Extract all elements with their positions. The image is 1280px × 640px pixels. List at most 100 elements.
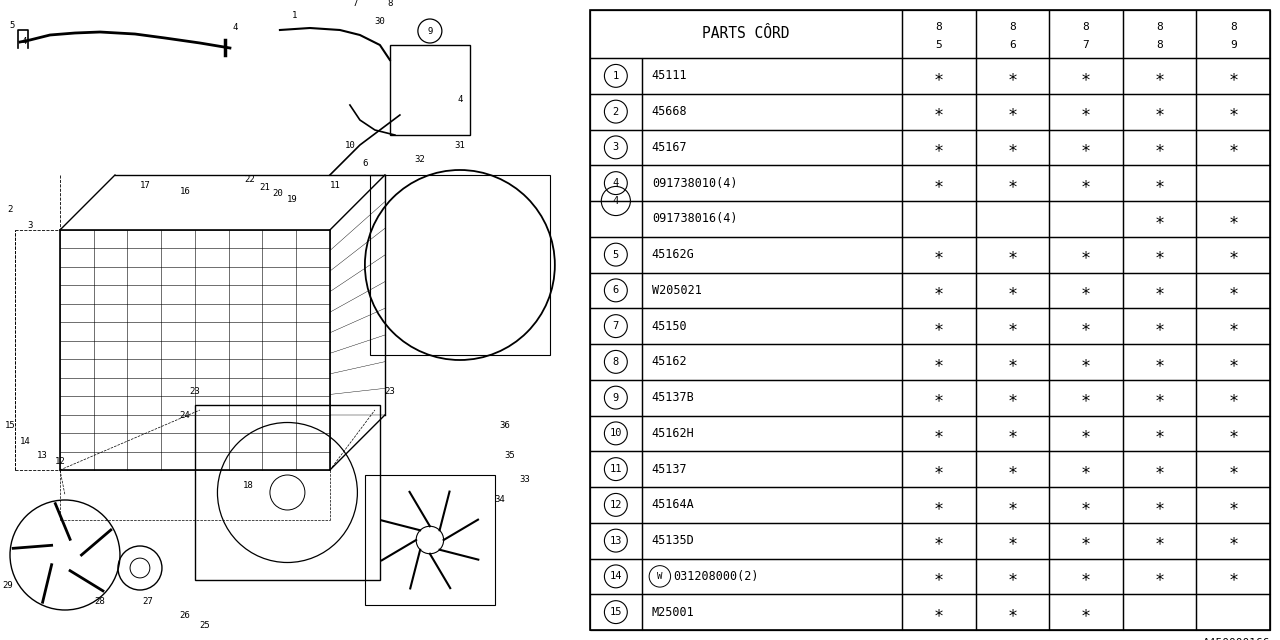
Bar — [1123, 523, 1197, 559]
Text: ∗: ∗ — [1155, 174, 1165, 192]
Text: W205021: W205021 — [652, 284, 701, 297]
Bar — [1123, 93, 1197, 129]
Text: ∗: ∗ — [1229, 460, 1238, 478]
Bar — [1050, 451, 1123, 487]
Text: 27: 27 — [142, 598, 154, 607]
Text: 5: 5 — [613, 250, 620, 260]
Bar — [1197, 487, 1270, 523]
Bar — [590, 380, 641, 415]
Text: ∗: ∗ — [1007, 388, 1018, 406]
Bar — [975, 10, 1050, 58]
Text: W: W — [657, 572, 663, 581]
Bar — [902, 451, 975, 487]
Bar — [1050, 237, 1123, 273]
Bar — [1123, 201, 1197, 237]
Text: 31: 31 — [454, 141, 465, 150]
Text: 8: 8 — [1083, 22, 1089, 32]
Text: ∗: ∗ — [1007, 246, 1018, 264]
Text: 34: 34 — [494, 495, 506, 504]
Bar — [975, 380, 1050, 415]
Bar — [1123, 344, 1197, 380]
Text: 45135D: 45135D — [652, 534, 695, 547]
Bar — [1197, 237, 1270, 273]
Text: 45150: 45150 — [652, 319, 687, 333]
Text: ∗: ∗ — [1080, 67, 1091, 85]
Bar — [1197, 273, 1270, 308]
Text: 33: 33 — [520, 476, 530, 484]
Text: 8: 8 — [936, 22, 942, 32]
Text: 5: 5 — [9, 20, 14, 29]
Text: ∗: ∗ — [1229, 67, 1238, 85]
Text: ∗: ∗ — [933, 388, 943, 406]
Text: ∗: ∗ — [1155, 568, 1165, 586]
Bar — [1123, 595, 1197, 630]
Text: PARTS CÔRD: PARTS CÔRD — [703, 26, 790, 42]
Text: 6: 6 — [613, 285, 620, 296]
Text: ∗: ∗ — [1229, 532, 1238, 550]
Text: ∗: ∗ — [933, 532, 943, 550]
Text: 17: 17 — [140, 180, 150, 189]
Text: ∗: ∗ — [1229, 496, 1238, 514]
Bar — [902, 380, 975, 415]
Bar — [590, 273, 641, 308]
Text: 4: 4 — [232, 24, 238, 33]
Text: 10: 10 — [609, 428, 622, 438]
Bar — [641, 129, 902, 165]
Text: 8: 8 — [1156, 40, 1164, 49]
Bar — [1050, 487, 1123, 523]
Text: 13: 13 — [37, 451, 47, 460]
Text: 14: 14 — [609, 572, 622, 581]
Bar — [641, 595, 902, 630]
Text: ∗: ∗ — [933, 102, 943, 120]
Text: ∗: ∗ — [1080, 138, 1091, 156]
Bar — [590, 201, 641, 237]
Text: 8: 8 — [388, 0, 393, 8]
Text: 25: 25 — [200, 621, 210, 630]
Text: ∗: ∗ — [933, 174, 943, 192]
Text: 24: 24 — [179, 410, 191, 419]
Text: 45164A: 45164A — [652, 499, 695, 511]
Bar — [590, 58, 641, 93]
Text: 45167: 45167 — [652, 141, 687, 154]
Text: 29: 29 — [3, 580, 13, 589]
Text: ∗: ∗ — [1007, 532, 1018, 550]
Text: 11: 11 — [329, 180, 340, 189]
Bar — [590, 308, 641, 344]
Bar — [390, 45, 470, 135]
Text: ∗: ∗ — [1007, 174, 1018, 192]
Bar — [902, 523, 975, 559]
Bar — [1197, 559, 1270, 595]
Text: 45668: 45668 — [652, 105, 687, 118]
Bar — [1197, 344, 1270, 380]
Text: ∗: ∗ — [1007, 138, 1018, 156]
Text: ∗: ∗ — [1229, 353, 1238, 371]
Bar — [975, 344, 1050, 380]
Bar — [1123, 380, 1197, 415]
Bar — [975, 237, 1050, 273]
Text: 091738016(4): 091738016(4) — [652, 212, 737, 225]
Bar — [641, 165, 902, 201]
Text: ∗: ∗ — [1007, 568, 1018, 586]
Text: ∗: ∗ — [933, 603, 943, 621]
Text: ∗: ∗ — [1155, 102, 1165, 120]
Bar — [1197, 58, 1270, 93]
Bar — [975, 487, 1050, 523]
Bar — [902, 237, 975, 273]
Text: ∗: ∗ — [933, 568, 943, 586]
Bar — [641, 523, 902, 559]
Text: ∗: ∗ — [933, 138, 943, 156]
Bar — [902, 58, 975, 93]
Bar — [975, 451, 1050, 487]
Text: ∗: ∗ — [1080, 246, 1091, 264]
Text: 8: 8 — [613, 357, 620, 367]
Bar — [1123, 165, 1197, 201]
Text: ∗: ∗ — [1080, 496, 1091, 514]
Text: ∗: ∗ — [1007, 424, 1018, 442]
Text: ∗: ∗ — [1080, 317, 1091, 335]
Text: ∗: ∗ — [1229, 138, 1238, 156]
Text: 2: 2 — [613, 107, 620, 116]
Bar — [1197, 129, 1270, 165]
Text: 7: 7 — [1083, 40, 1089, 49]
Bar — [902, 10, 975, 58]
Text: 28: 28 — [95, 598, 105, 607]
